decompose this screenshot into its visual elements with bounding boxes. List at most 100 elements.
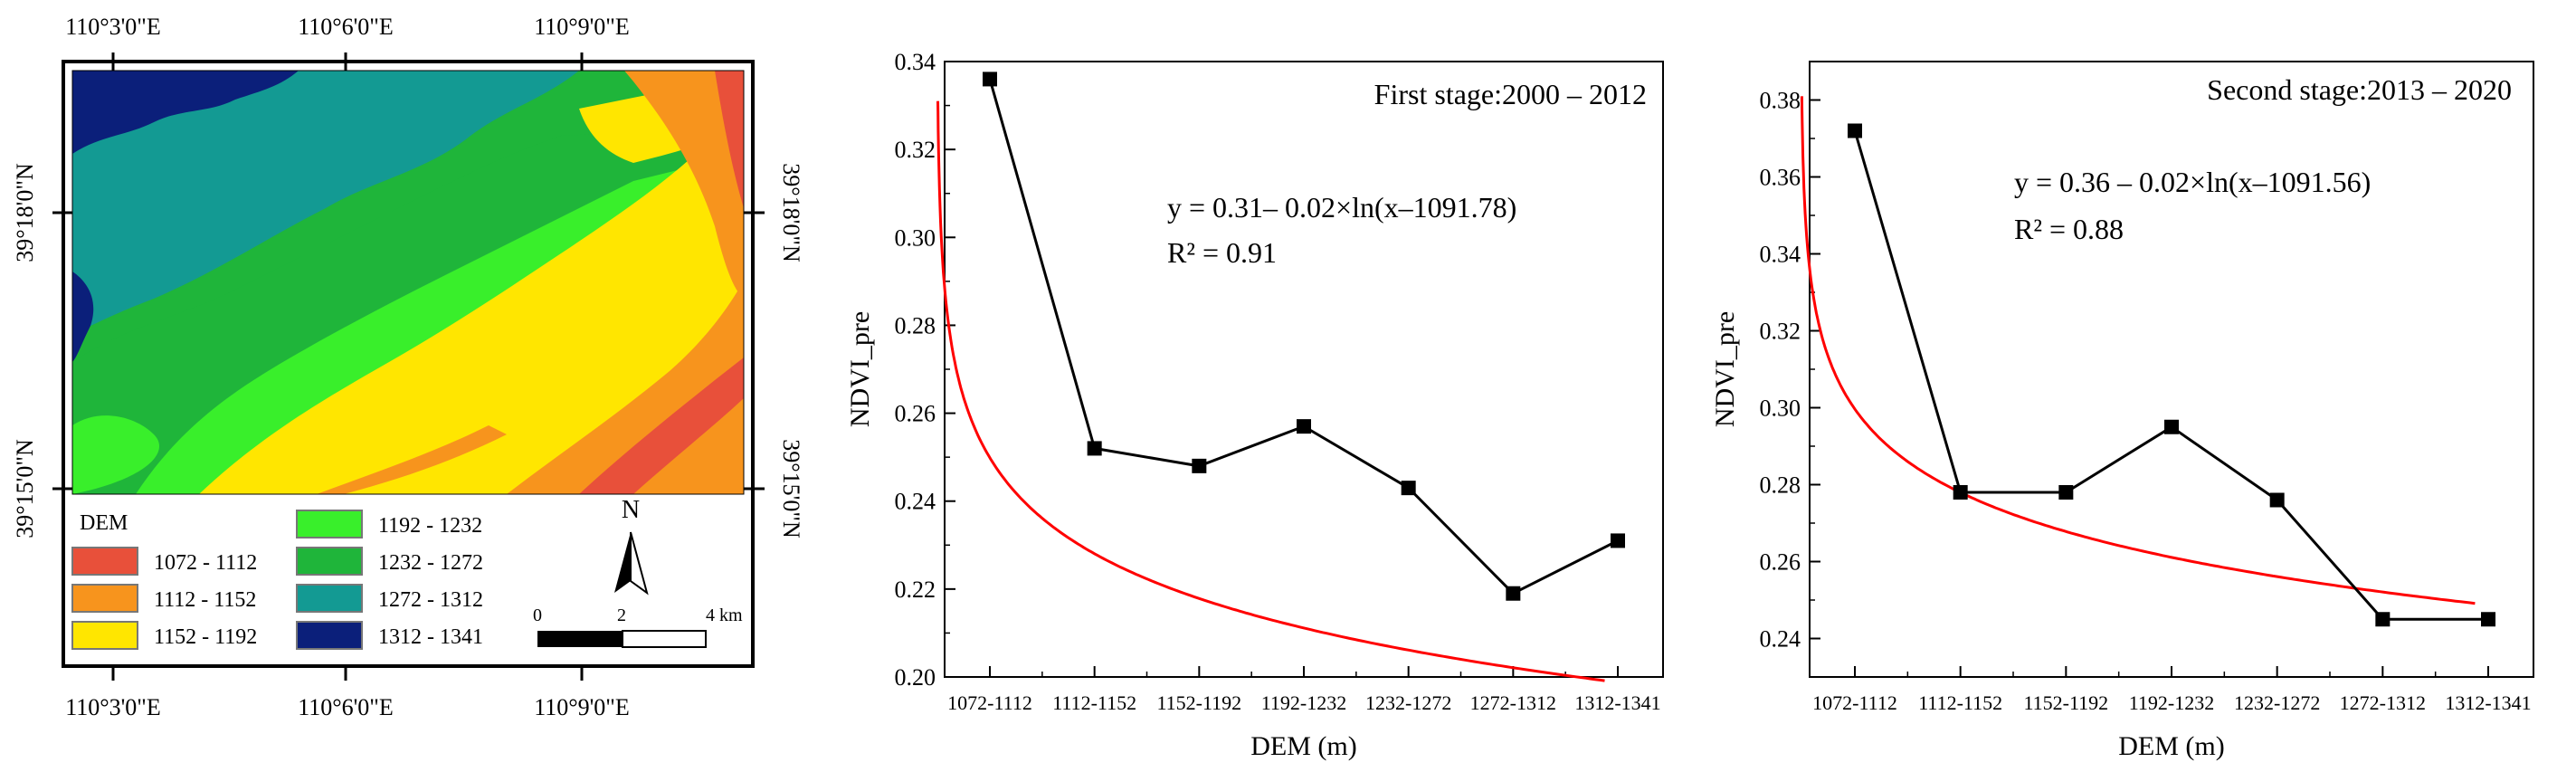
scale-tick-2: 2 [617, 605, 626, 625]
x-tick-label: 1152-1192 [2023, 691, 2108, 714]
y-tick-label: 0.24 [895, 489, 936, 515]
map-bottom-coord-3: 110°9'0"E [534, 694, 630, 720]
legend-swatch [71, 584, 138, 613]
y-tick-label: 0.28 [895, 312, 936, 338]
x-tick-label: 1192-1232 [1261, 691, 1347, 714]
data-point [2481, 612, 2495, 627]
legend-label: 1232 - 1272 [378, 551, 483, 575]
data-point [1848, 123, 1862, 138]
data-point [1401, 481, 1416, 496]
plot-frame [1809, 61, 2534, 678]
chart-first-stage-panel: 0.20 0.22 0.24 0.26 0.28 0.30 0.32 0.34 1072-111… [832, 0, 1701, 767]
y-axis-title: NDVI_pre [845, 311, 875, 427]
y-tick-label: 0.36 [1760, 165, 1801, 191]
chart-second-stage-panel: 0.24 0.26 0.28 0.30 0.32 0.34 0.36 0.38 1072-111… [1701, 0, 2576, 767]
scale-tick-0: 0 [533, 605, 542, 625]
data-point [2164, 419, 2179, 434]
y-tick-label: 0.34 [895, 49, 936, 75]
y-axis-title: NDVI_pre [1710, 311, 1740, 427]
x-tick-label: 1232-1272 [1365, 691, 1451, 714]
x-tick-label: 1072-1112 [947, 691, 1032, 714]
legend-label: 1312 - 1341 [378, 625, 483, 649]
y-tick-label: 0.28 [1760, 472, 1801, 499]
map-top-coord-2: 110°6'0"E [298, 14, 394, 40]
map-right-coord-1: 39°18'0"N [778, 163, 804, 262]
map-top-coord-1: 110°3'0"E [65, 14, 161, 40]
dem-map: 110°3'0"E 110°6'0"E 110°9'0"E 110°3'0"E … [12, 14, 804, 720]
legend-label: 1152 - 1192 [154, 625, 257, 649]
x-tick-label: 1152-1192 [1156, 691, 1241, 714]
x-axis-title: DEM (m) [1250, 731, 1356, 761]
legend-swatch [296, 547, 363, 576]
chart-first-stage: 0.20 0.22 0.24 0.26 0.28 0.30 0.32 0.34 1072-111… [845, 49, 1664, 761]
data-point [983, 71, 997, 87]
x-tick-label: 1312-1341 [1574, 691, 1660, 714]
chart-title: Second stage:2013 – 2020 [2207, 73, 2512, 106]
y-tick-label: 0.34 [1760, 242, 1801, 268]
x-tick-label: 1072-1112 [1812, 691, 1897, 714]
fit-curve [1800, 96, 2476, 605]
map-bottom-coord-1: 110°3'0"E [65, 694, 161, 720]
data-point [1297, 419, 1311, 434]
legend-swatch [71, 621, 138, 650]
x-tick-label: 1272-1312 [1470, 691, 1556, 714]
legend-title: DEM [80, 511, 128, 535]
y-tick-label: 0.38 [1760, 88, 1801, 114]
series-line [988, 78, 1619, 596]
legend-swatch [296, 621, 363, 650]
plot-frame [944, 61, 1664, 678]
y-tick-label: 0.30 [1760, 396, 1801, 422]
fit-equation: y = 0.36 – 0.02×ln(x–1091.56) [2014, 166, 2371, 198]
y-tick-label: 0.24 [1760, 626, 1801, 653]
fit-curve [936, 100, 1605, 682]
legend-swatch [296, 510, 363, 538]
map-frame [62, 60, 755, 668]
x-tick-label: 1232-1272 [2234, 691, 2320, 714]
data-point [1192, 458, 1207, 473]
y-tick-label: 0.32 [1760, 319, 1801, 345]
data-point [1611, 533, 1625, 548]
y-tick-label: 0.32 [895, 137, 936, 163]
map-top-coord-3: 110°9'0"E [534, 14, 630, 40]
svg-text:N: N [622, 496, 640, 524]
data-point [1506, 586, 1521, 601]
dem-raster [72, 71, 744, 494]
scale-bar: 0 2 4 km [533, 605, 743, 648]
x-tick-label: 1312-1341 [2445, 691, 2531, 714]
map-left-coord-2: 39°15'0"N [12, 439, 38, 538]
series-line [1853, 130, 2488, 621]
y-tick-label: 0.30 [895, 224, 936, 251]
x-tick-label: 1192-1232 [2129, 691, 2215, 714]
map-left-coord-1: 39°18'0"N [12, 163, 38, 262]
data-point [1953, 485, 1968, 500]
data-point [2375, 612, 2391, 627]
data-point [2269, 492, 2285, 508]
scale-tick-4: 4 km [706, 605, 743, 625]
y-tick-label: 0.20 [895, 664, 936, 691]
dem-legend: 1072 - 1112 1112 - 1152 1152 - 1192 1192 - … [71, 510, 483, 650]
legend-swatch [71, 547, 138, 576]
legend-label: 1072 - 1112 [154, 551, 257, 575]
legend-label: 1272 - 1312 [378, 588, 483, 612]
r-squared: R² = 0.91 [1167, 236, 1277, 269]
chart-second-stage: 0.24 0.26 0.28 0.30 0.32 0.34 0.36 0.38 1072-111… [1710, 61, 2534, 761]
x-tick-label: 1112-1152 [1918, 691, 2002, 714]
legend-swatch [296, 584, 363, 613]
fit-equation: y = 0.31– 0.02×ln(x–1091.78) [1167, 191, 1516, 224]
map-bottom-coord-2: 110°6'0"E [298, 694, 394, 720]
y-tick-label: 0.26 [1760, 549, 1801, 576]
x-tick-label: 1112-1152 [1052, 691, 1136, 714]
north-arrow-icon: N [614, 496, 649, 596]
chart-title: First stage:2000 – 2012 [1374, 78, 1647, 110]
data-point [1087, 441, 1102, 456]
dem-map-panel: 110°3'0"E 110°6'0"E 110°9'0"E 110°3'0"E … [0, 0, 814, 767]
x-tick-label: 1272-1312 [2340, 691, 2426, 714]
legend-label: 1112 - 1152 [154, 588, 256, 612]
data-point [2058, 485, 2074, 500]
y-tick-label: 0.22 [895, 577, 936, 603]
map-right-coord-2: 39°15'0"N [778, 439, 804, 538]
x-axis-title: DEM (m) [2118, 731, 2224, 761]
legend-label: 1192 - 1232 [378, 514, 482, 538]
y-tick-label: 0.26 [895, 401, 936, 427]
r-squared: R² = 0.88 [2014, 213, 2124, 245]
